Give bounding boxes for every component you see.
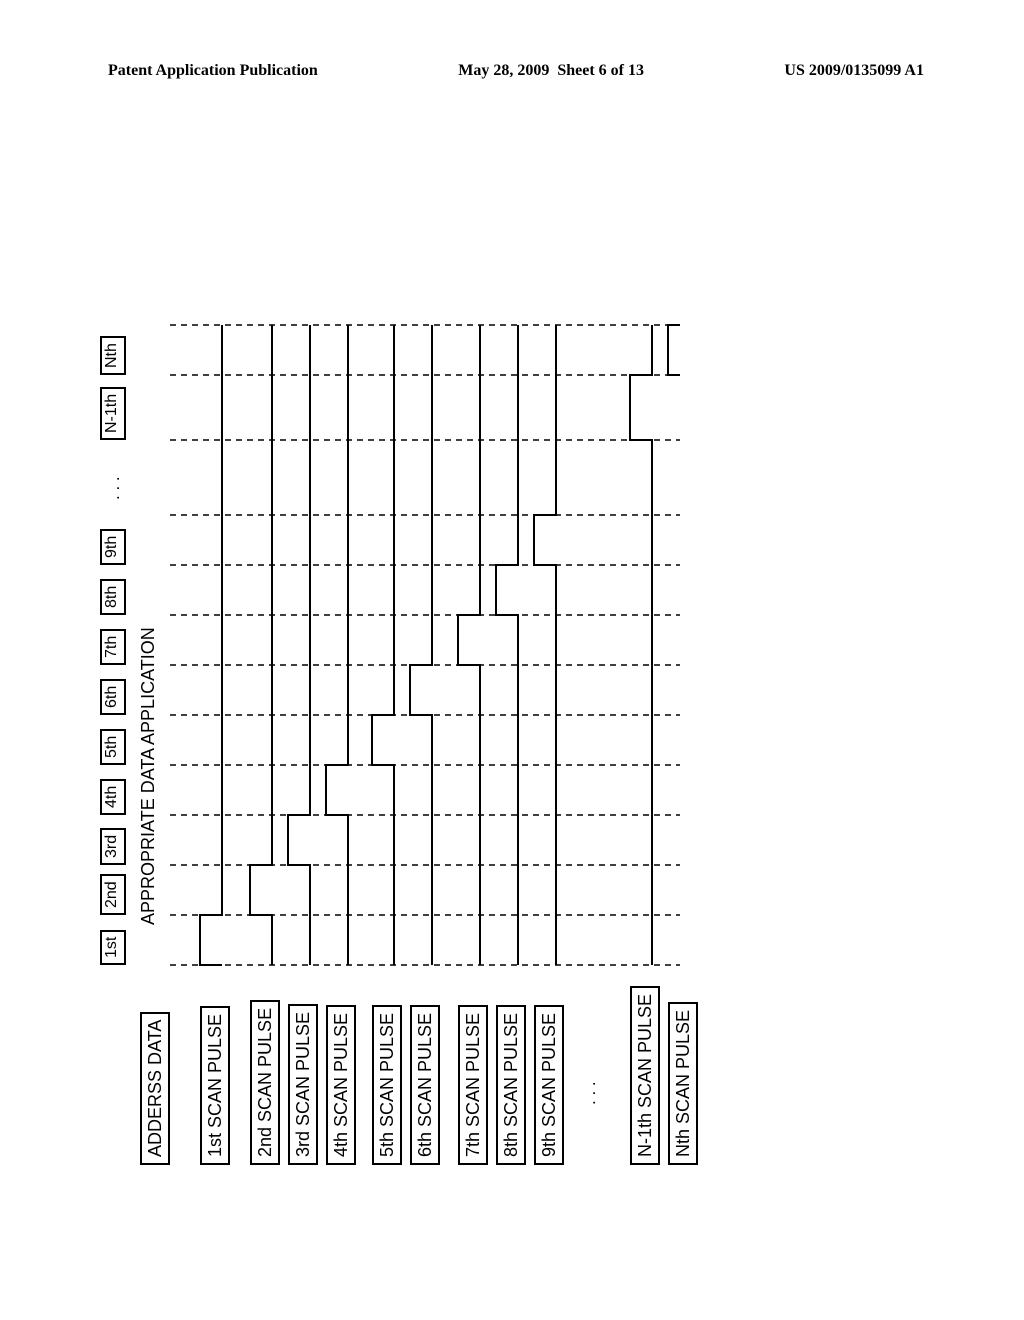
row-label: 2nd SCAN PULSE: [250, 1000, 280, 1165]
row-label: N-1th SCAN PULSE: [630, 986, 660, 1165]
header-right: US 2009/0135099 A1: [784, 62, 924, 80]
row-label: Nth SCAN PULSE: [668, 1002, 698, 1165]
row-label: ADDERSS DATA: [140, 1012, 170, 1165]
row-label: 5th SCAN PULSE: [372, 1005, 402, 1165]
row-label: 3rd SCAN PULSE: [288, 1004, 318, 1165]
figure-area: FIG. 6 APPROPRIATE DATA APPLICATION 1st2…: [0, 330, 1020, 1050]
header-center: May 28, 2009 Sheet 6 of 13: [458, 62, 644, 80]
row-label: 8th SCAN PULSE: [496, 1005, 526, 1165]
row-label: 4th SCAN PULSE: [326, 1005, 356, 1165]
row-label: 9th SCAN PULSE: [534, 1005, 564, 1165]
page-header: Patent Application Publication May 28, 2…: [0, 62, 1024, 80]
row-label: 6th SCAN PULSE: [410, 1005, 440, 1165]
waveform-area: [100, 225, 680, 970]
row-ellipsis: . . .: [580, 1081, 600, 1105]
timing-diagram: APPROPRIATE DATA APPLICATION 1st2nd3rd4t…: [60, 225, 680, 1165]
header-left: Patent Application Publication: [108, 62, 318, 80]
row-label: 7th SCAN PULSE: [458, 1005, 488, 1165]
row-label: 1st SCAN PULSE: [200, 1006, 230, 1165]
